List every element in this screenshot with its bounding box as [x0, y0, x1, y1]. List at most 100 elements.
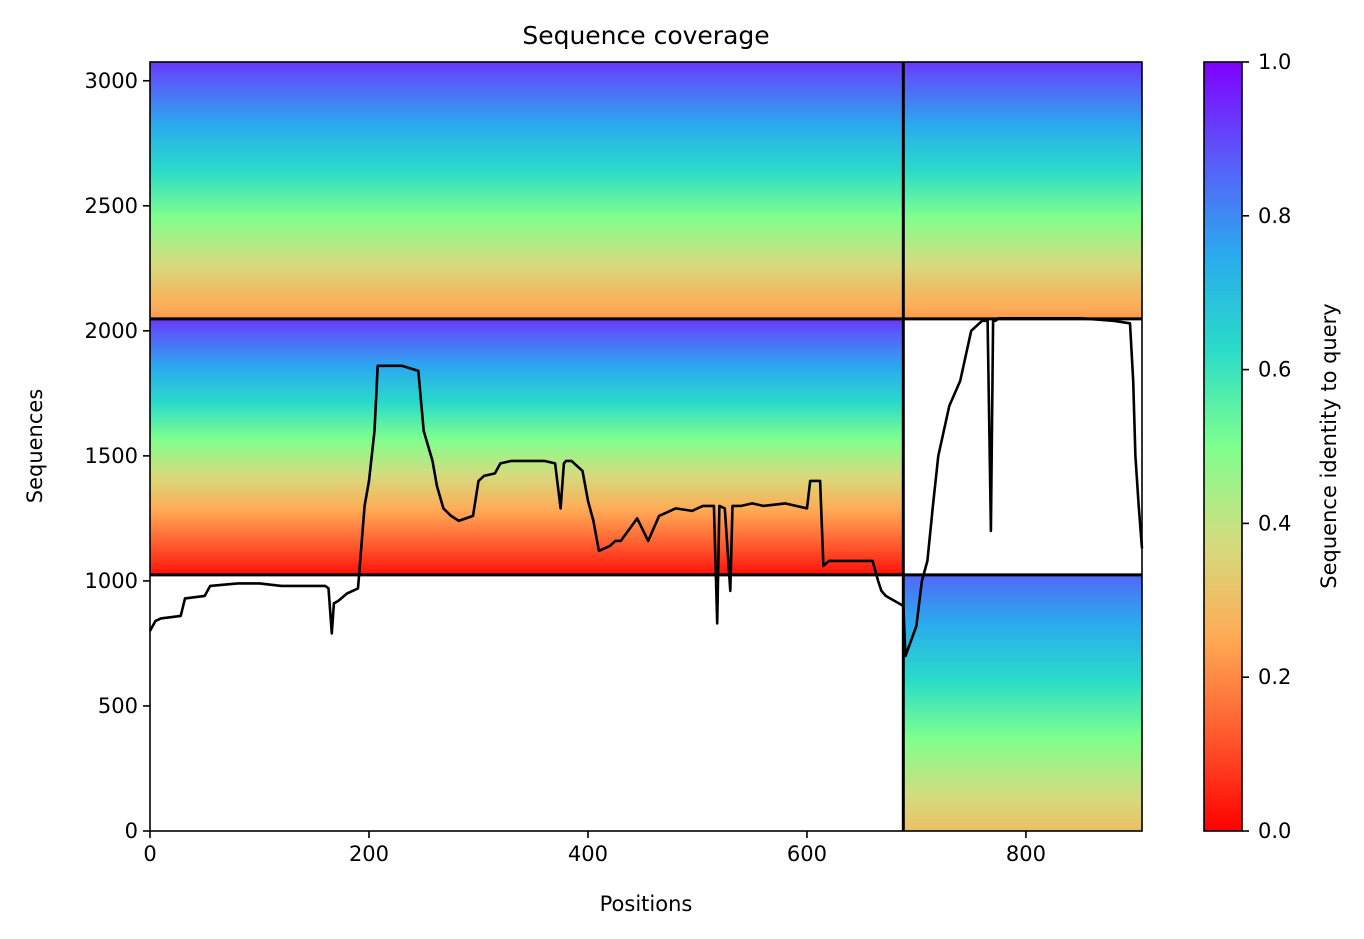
heatmap-band	[150, 111, 904, 114]
heatmap-band	[150, 536, 904, 540]
heatmap-band	[150, 286, 904, 290]
heatmap-band	[150, 378, 904, 382]
heatmap-band	[150, 246, 904, 249]
heatmap-band	[903, 749, 1142, 753]
heatmap-band	[150, 104, 904, 108]
heatmap-band	[903, 728, 1142, 732]
heatmap-band	[903, 653, 1142, 657]
heatmap-band	[903, 720, 1142, 723]
heatmap-band	[150, 474, 904, 478]
heatmap-band	[903, 579, 1142, 582]
x-tick-label: 400	[568, 842, 608, 866]
heatmap-band	[903, 683, 1142, 687]
heatmap-band	[150, 331, 904, 335]
heatmap-band	[150, 173, 904, 177]
heatmap-band	[150, 359, 904, 363]
heatmap-band	[150, 222, 904, 226]
heatmap-band	[903, 141, 1142, 144]
heatmap-band	[903, 775, 1142, 779]
heatmap-band	[903, 636, 1142, 640]
heatmap-band	[903, 222, 1142, 226]
heatmap-band	[903, 209, 1142, 213]
colorbar-ticks: 0.0 0.2 0.4 0.6 0.8 1.0	[1242, 50, 1291, 843]
heatmap-band	[150, 201, 904, 204]
heatmap-band	[903, 705, 1142, 708]
heatmap-band	[150, 540, 904, 544]
heatmap-band	[903, 602, 1142, 606]
heatmap-band	[903, 190, 1142, 194]
heatmap-band	[903, 303, 1142, 307]
heatmap-band	[903, 194, 1142, 198]
heatmap-band	[903, 273, 1142, 277]
heatmap-band	[903, 796, 1142, 800]
heatmap-band	[150, 102, 904, 106]
heatmap-band	[903, 203, 1142, 206]
heatmap-band	[150, 81, 904, 85]
heatmap-band	[903, 826, 1142, 830]
heatmap-band	[150, 370, 904, 373]
heatmap-band	[150, 196, 904, 200]
y-tick-label: 0	[125, 819, 138, 843]
heatmap-band	[150, 303, 904, 307]
heatmap-band	[150, 312, 904, 316]
heatmap-band	[150, 186, 904, 189]
heatmap-band	[150, 387, 904, 390]
heatmap-band	[150, 209, 904, 213]
heatmap-band	[903, 228, 1142, 232]
heatmap-band	[150, 466, 904, 469]
heatmap-band	[903, 218, 1142, 221]
heatmap-band	[903, 66, 1142, 70]
heatmap-band	[150, 504, 904, 508]
heatmap-band	[150, 444, 904, 448]
heatmap-band	[150, 463, 904, 467]
heatmap-band	[903, 87, 1142, 91]
heatmap-band	[150, 502, 904, 506]
heatmap-band	[903, 106, 1142, 110]
heatmap-band	[903, 248, 1142, 251]
heatmap-band	[150, 273, 904, 277]
heatmap-band	[150, 218, 904, 221]
heatmap-band	[903, 660, 1142, 664]
heatmap-band	[903, 730, 1142, 734]
heatmap-band	[150, 83, 904, 87]
heatmap-band	[903, 649, 1142, 653]
coverage-heatmap	[150, 62, 1142, 831]
heatmap-band	[150, 216, 904, 219]
heatmap-band	[903, 166, 1142, 170]
heatmap-band	[903, 756, 1142, 760]
heatmap-band	[150, 271, 904, 275]
heatmap-band	[903, 739, 1142, 742]
colorbar-tick-label: 0.6	[1258, 358, 1291, 382]
heatmap-band	[903, 267, 1142, 271]
heatmap-band	[150, 436, 904, 439]
heatmap-band	[150, 412, 904, 416]
heatmap-band	[903, 64, 1142, 67]
heatmap-band	[150, 410, 904, 414]
heatmap-band	[150, 301, 904, 305]
heatmap-band	[903, 132, 1142, 136]
heatmap-band	[903, 128, 1142, 132]
heatmap-band	[903, 261, 1142, 264]
heatmap-band	[903, 256, 1142, 260]
heatmap-band	[150, 256, 904, 260]
heatmap-band	[903, 594, 1142, 597]
heatmap-band	[150, 557, 904, 561]
heatmap-band	[903, 606, 1142, 610]
colorbar-label: Sequence identity to query	[1317, 303, 1341, 588]
heatmap-band	[150, 547, 904, 550]
heatmap-band	[903, 139, 1142, 142]
heatmap-band	[903, 173, 1142, 177]
heatmap-band	[150, 545, 904, 548]
heatmap-band	[150, 85, 904, 89]
heatmap-band	[903, 81, 1142, 85]
heatmap-band	[903, 224, 1142, 228]
heatmap-band	[903, 186, 1142, 189]
heatmap-band	[150, 119, 904, 123]
heatmap-band	[150, 406, 904, 410]
heatmap-band	[150, 66, 904, 70]
heatmap-band	[903, 766, 1142, 770]
y-tick-label: 2000	[85, 319, 138, 343]
heatmap-band	[903, 713, 1142, 717]
heatmap-band	[150, 228, 904, 232]
heatmap-band	[903, 771, 1142, 774]
